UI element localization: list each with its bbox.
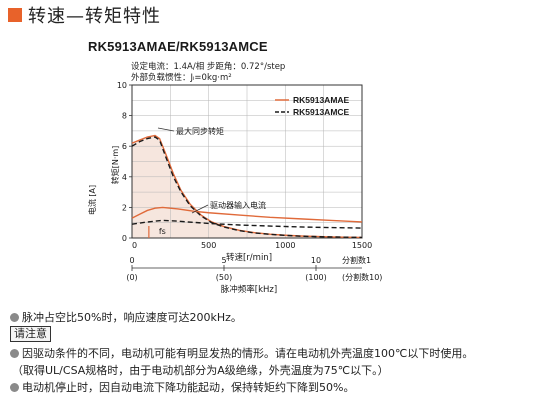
freq-axis-label: 脉冲频率[kHz] xyxy=(221,284,277,295)
note-heat-text: 因驱动条件的不同，电动机可能有明显发热的情形。请在电动机外壳温度100℃以下时使… xyxy=(22,347,474,360)
x-tick-label: 1500 xyxy=(352,241,372,250)
x-axis-label: 转速[r/min] xyxy=(226,252,272,263)
torque-speed-chart: 0 2 4 6 8 10 0 500 1000 1500 转矩[N·m] 电流 [A] 转速[r/min… xyxy=(87,81,382,295)
legend-label: RK5913AMCE xyxy=(293,107,350,117)
operating-region xyxy=(132,135,362,238)
note-heat-sub: （取得UL/CSA规格时，由于电动机部分为A级绝缘，外壳温度为75℃以下。） xyxy=(12,362,389,378)
y-tick-label: 10 xyxy=(117,81,127,90)
torque-series-rk5913amce xyxy=(131,136,363,239)
legend-label: RK5913AMAE xyxy=(293,95,350,105)
freq-tick-label-sub: (100) xyxy=(305,273,327,282)
x-tick-label: 1000 xyxy=(275,241,295,250)
current-series-amae xyxy=(131,206,363,223)
freq-axis-unit-top: 分割数1 xyxy=(342,255,371,265)
note-auto-current: 电动机停止时，因自动电流下降功能起动，保持转矩约下降到50%。 xyxy=(10,379,354,395)
y-axis-label-current: 电流 [A] xyxy=(87,185,97,215)
chart-title: RK5913AMAE/RK5913AMCE xyxy=(88,39,268,54)
spec-line-current-step: 设定电流：1.4A/相 步距角：0.72°/step xyxy=(131,62,286,72)
bullet-icon xyxy=(10,382,19,392)
annotation-driver-input-current: 驱动器输入电流 xyxy=(210,200,266,210)
annotation-leader xyxy=(157,127,175,132)
y-tick-label: 8 xyxy=(122,112,127,121)
heading-title: 转速—转矩特性 xyxy=(28,6,161,27)
y-tick-label: 4 xyxy=(122,173,127,182)
x-tick-label: 500 xyxy=(201,241,216,250)
y-tick-label: 2 xyxy=(122,203,127,212)
freq-tick-label: 0 xyxy=(129,256,134,265)
x-tick-label: 0 xyxy=(132,241,137,250)
plot-frame xyxy=(131,84,363,239)
caution-label: 请注意 xyxy=(10,326,51,342)
spec-line-inertia: 外部负载惯性：Jₗ=0kg·m² xyxy=(131,73,232,83)
note-auto-current-text: 电动机停止时，因自动电流下降功能起动，保持转矩约下降到50%。 xyxy=(22,381,355,394)
freq-tick-label: 10 xyxy=(311,256,321,265)
section-heading: 转速—转矩特性 xyxy=(8,4,161,27)
y-tick-label: 6 xyxy=(122,142,127,151)
y-axis-label-torque: 转矩[N·m] xyxy=(110,146,120,185)
note-duty: 脉冲占空比50%时，响应速度可达200kHz。 xyxy=(10,309,242,325)
freq-axis-unit-bottom: (分割数10) xyxy=(342,272,382,282)
note-duty-text: 脉冲占空比50%时，响应速度可达200kHz。 xyxy=(22,311,242,324)
y-tick-label: 0 xyxy=(122,234,127,243)
annotation-leader xyxy=(191,204,209,214)
freq-tick-label: 5 xyxy=(221,256,226,265)
caution-row: 请注意 xyxy=(10,326,51,342)
freq-tick-label-sub: (50) xyxy=(216,273,232,282)
bullet-icon xyxy=(10,312,19,322)
note-heat-sub-text: （取得UL/CSA规格时，由于电动机部分为A级绝缘，外壳温度为75℃以下。） xyxy=(12,364,389,377)
freq-tick-label-sub: (0) xyxy=(126,273,137,282)
note-heat: 因驱动条件的不同，电动机可能有明显发热的情形。请在电动机外壳温度100℃以下时使… xyxy=(10,345,473,361)
heading-square-icon xyxy=(8,8,22,22)
bullet-icon xyxy=(10,348,19,358)
current-series-amce xyxy=(131,219,363,229)
annotation-max-sync-torque: 最大同步转矩 xyxy=(176,126,224,136)
fs-label: fs xyxy=(159,227,166,236)
